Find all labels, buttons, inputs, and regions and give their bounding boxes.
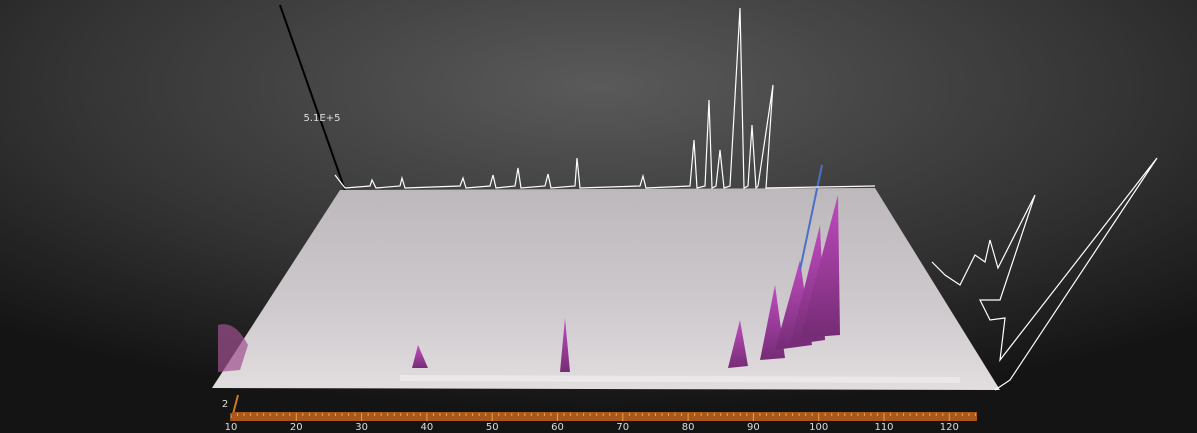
surface [212, 188, 1000, 390]
ridge [399, 375, 961, 383]
x-tick-label: 40 [421, 422, 434, 433]
x-tick-label: 110 [874, 422, 893, 433]
x-tick-label: 60 [551, 422, 564, 433]
peak-edge [799, 164, 823, 271]
x-tick-label: 10 [225, 422, 238, 433]
side-trace [931, 157, 1158, 391]
x-axis [232, 412, 977, 421]
peaks [412, 195, 840, 372]
x-tick-label: 30 [355, 422, 368, 433]
z-axis [279, 4, 346, 191]
x-tick-label: 20 [290, 422, 303, 433]
z-label: 5.1E+5 [304, 113, 341, 124]
peak [218, 324, 248, 372]
x-ticks: 10 20 30 40 50 60 70 80 90 100 110 120 [225, 413, 976, 433]
x-tick-label: 70 [616, 422, 629, 433]
x-tick-label: 120 [940, 422, 959, 433]
x-tick-label: 90 [747, 422, 760, 433]
top-trace [334, 7, 876, 190]
x-tick-label: 50 [486, 422, 499, 433]
x-tick-label: 100 [809, 422, 828, 433]
x-tick-label: 80 [682, 422, 695, 433]
y-tick-label: 2 [222, 399, 228, 410]
